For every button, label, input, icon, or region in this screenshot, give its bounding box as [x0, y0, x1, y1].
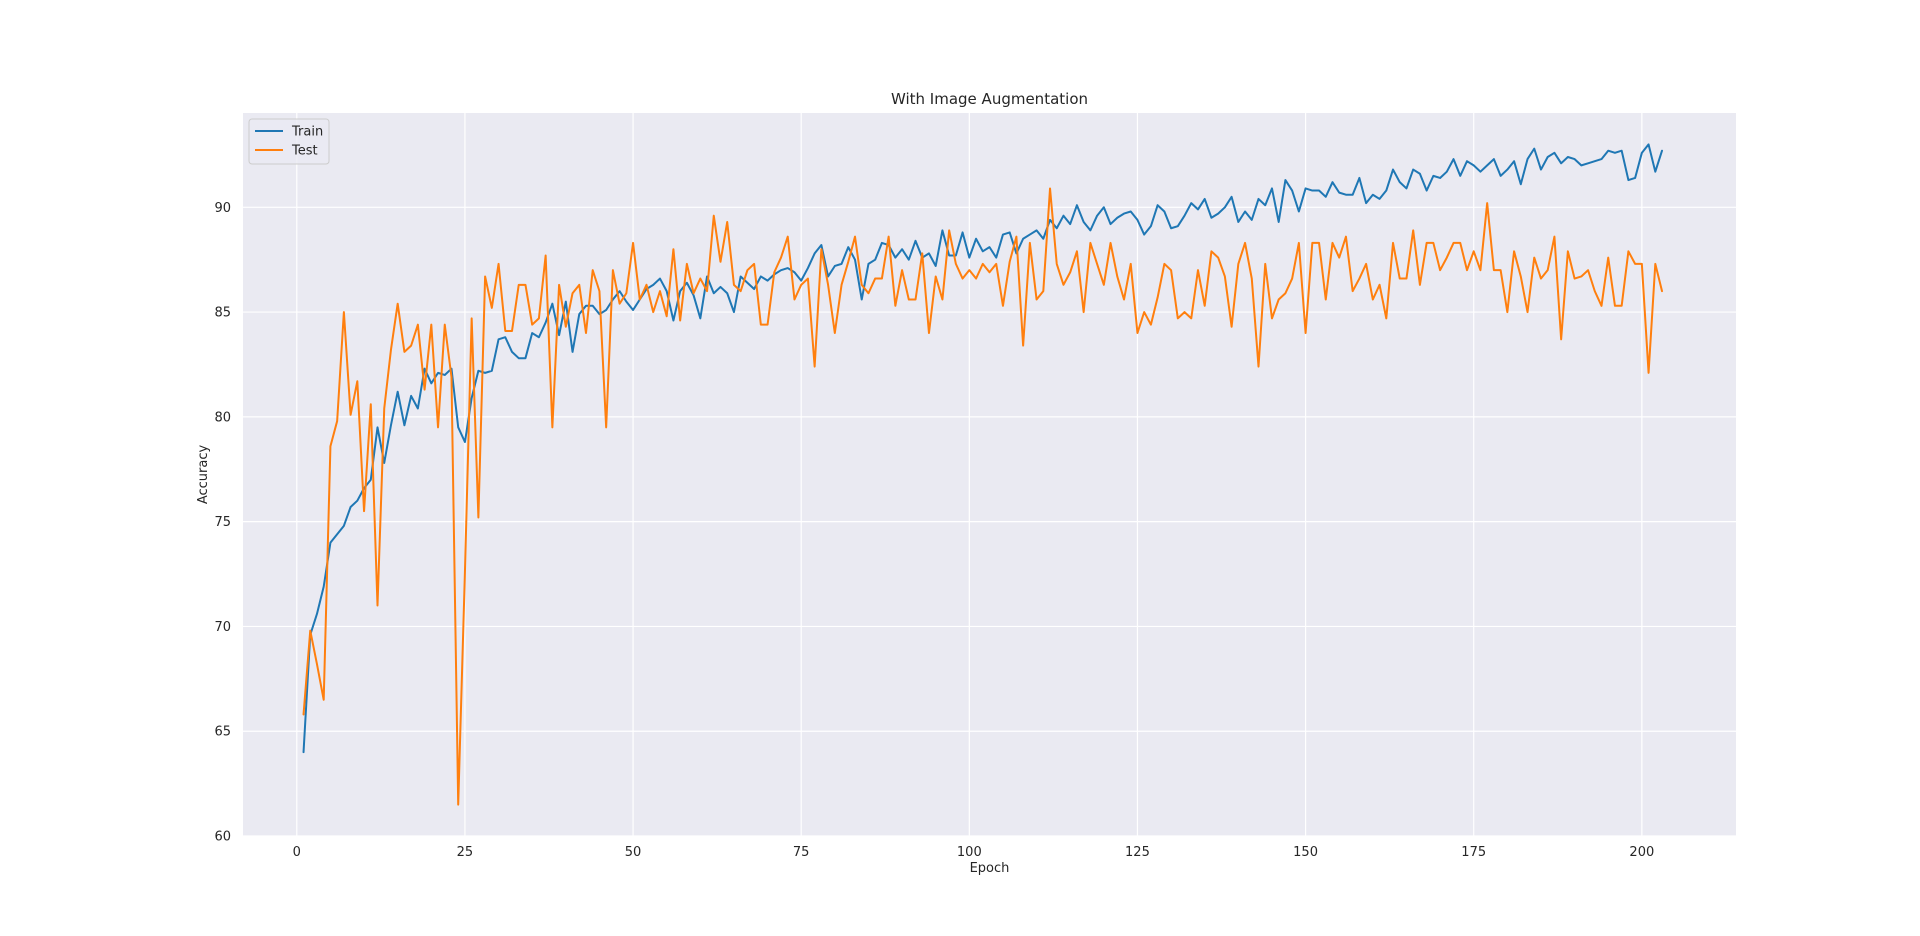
y-tick-labels: 60 65 70 75 80 85 90: [214, 201, 231, 845]
x-tick-label: 125: [1125, 845, 1150, 860]
grid-lines: [243, 113, 1736, 837]
legend-train-label: Train: [291, 125, 323, 140]
y-tick-label: 75: [214, 515, 231, 530]
x-tick-label: 100: [957, 845, 982, 860]
y-tick-label: 65: [214, 725, 231, 740]
x-tick-label: 150: [1293, 845, 1318, 860]
series-line-test: [302, 187, 1664, 806]
y-tick-label: 90: [214, 201, 231, 216]
x-axis-label: Epoch: [970, 861, 1010, 876]
y-axis-label: Accuracy: [196, 445, 211, 505]
x-tick-label: 175: [1461, 845, 1486, 860]
plot-background: [243, 113, 1736, 836]
x-tick-label: 0: [293, 845, 301, 860]
x-tick-labels: 0 25 50 75 100 125 150 175 200: [293, 845, 1655, 860]
legend: Train Test: [248, 118, 330, 165]
y-tick-label: 60: [214, 830, 231, 845]
y-tick-label: 70: [214, 620, 231, 635]
series-lines: [302, 143, 1664, 806]
x-tick-label: 25: [457, 845, 474, 860]
y-tick-label: 80: [214, 410, 231, 425]
y-tick-label: 85: [214, 306, 231, 321]
series-line-train: [302, 143, 1664, 754]
chart-title: With Image Augmentation: [891, 90, 1088, 108]
x-tick-label: 200: [1629, 845, 1654, 860]
legend-test-label: Test: [291, 144, 318, 159]
x-tick-label: 50: [625, 845, 642, 860]
x-tick-label: 75: [793, 845, 810, 860]
